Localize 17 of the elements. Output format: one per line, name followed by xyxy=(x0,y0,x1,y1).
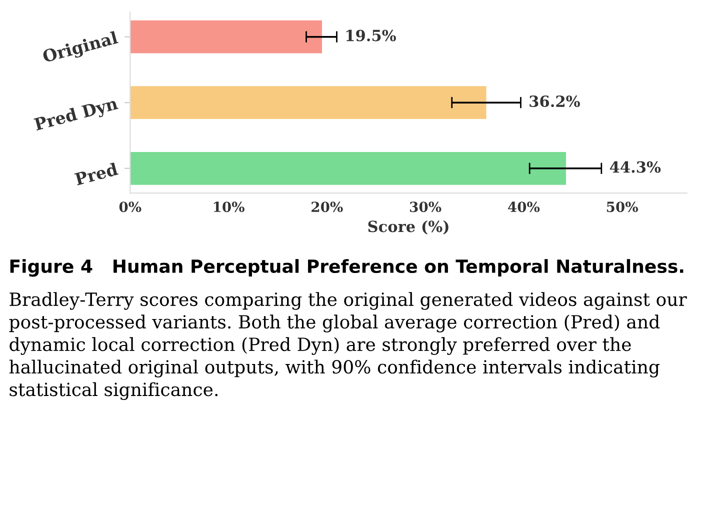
text: Bradley-Terry scores comparing the original generated videos against our post-processed variants. Both the global average correction (Pred) and dynamic local correction (Pred Dyn) are strongly preferred over the hallucinated original outputs, with 90% confidence intervals indicating statistical significance. xyxy=(9,292,687,400)
y-tick-label: Pred xyxy=(74,162,118,186)
bar xyxy=(130,86,486,120)
bar xyxy=(130,20,322,54)
data-label: 19.5% xyxy=(346,30,396,42)
x-tick-label: 30% xyxy=(410,202,442,212)
x-tick-label: 0% xyxy=(119,202,142,212)
x-tick-label: 40% xyxy=(508,202,540,212)
x-tick-label: 50% xyxy=(606,202,638,212)
y-tick-label: Pred Dyn xyxy=(34,96,120,134)
x-tick-label: 10% xyxy=(214,202,244,212)
caption: Figure 4 Human Perceptual Preference on Temporal Naturalness. xyxy=(10,259,684,277)
x-tick-label: 20% xyxy=(312,202,343,212)
data-label: 44.3% xyxy=(610,161,661,173)
x-axis-title: Score (%) xyxy=(368,220,448,234)
bar xyxy=(130,152,566,185)
data-label: 36.2% xyxy=(530,95,580,108)
